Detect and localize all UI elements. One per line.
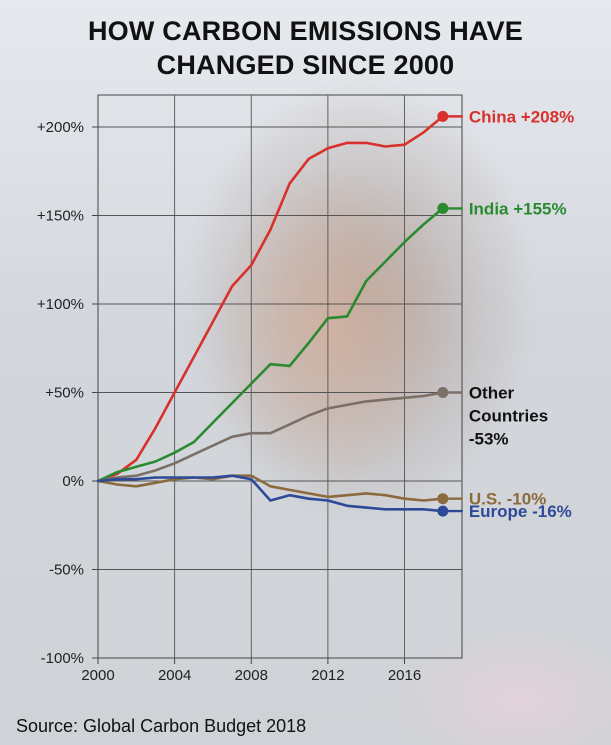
y-tick-label: +150% — [37, 208, 84, 225]
y-tick-label: -100% — [41, 650, 84, 667]
series-end-label-u-s: U.S. -10% — [469, 490, 546, 509]
series-labels: China +208% India +155% Other Countries -53%… — [469, 107, 574, 521]
series-line-india — [96, 207, 445, 483]
series-lines — [96, 110, 463, 517]
x-tick-label: 2000 — [81, 667, 114, 684]
series-end-label-other-countries: -53% — [469, 430, 509, 449]
x-tick-label: 2008 — [235, 667, 268, 684]
y-tick-label: +50% — [45, 385, 84, 402]
y-tick-label: 0% — [62, 473, 84, 490]
chart-title-line-2: CHANGED SINCE 2000 — [156, 50, 455, 80]
x-tick-label: 2004 — [158, 667, 191, 684]
series-line-u-s — [96, 474, 445, 502]
x-tick-label: 2012 — [311, 667, 344, 684]
plot-frame — [97, 94, 463, 659]
y-tick-label: +200% — [37, 119, 84, 136]
y-tick-label: -50% — [49, 562, 84, 579]
y-tick-label: +100% — [37, 296, 84, 313]
series-end-label-other-countries: Countries — [469, 407, 548, 426]
chart-title-line-1: HOW CARBON EMISSIONS HAVE — [87, 16, 524, 46]
source-note: Source: Global Carbon Budget 2018 — [16, 716, 307, 736]
chart-title: HOW CARBON EMISSIONS HAVE CHANGED SINCE … — [0, 14, 611, 82]
x-tick-label: 2016 — [388, 667, 421, 684]
grid — [92, 94, 463, 664]
series-end-label-china: China +208% — [469, 107, 574, 126]
series-end-label-other-countries: Other — [469, 384, 515, 403]
series-line-other-countries — [96, 391, 445, 483]
series-end-label-india: India +155% — [469, 199, 567, 218]
series-line-europe — [96, 474, 445, 513]
axis-ticks: +200% +150% +100% +50% 0% -50% -100%2000 2004 20… — [37, 119, 421, 684]
series-end-label-europe: Europe -16% — [469, 502, 572, 521]
series-line-china — [96, 115, 445, 483]
